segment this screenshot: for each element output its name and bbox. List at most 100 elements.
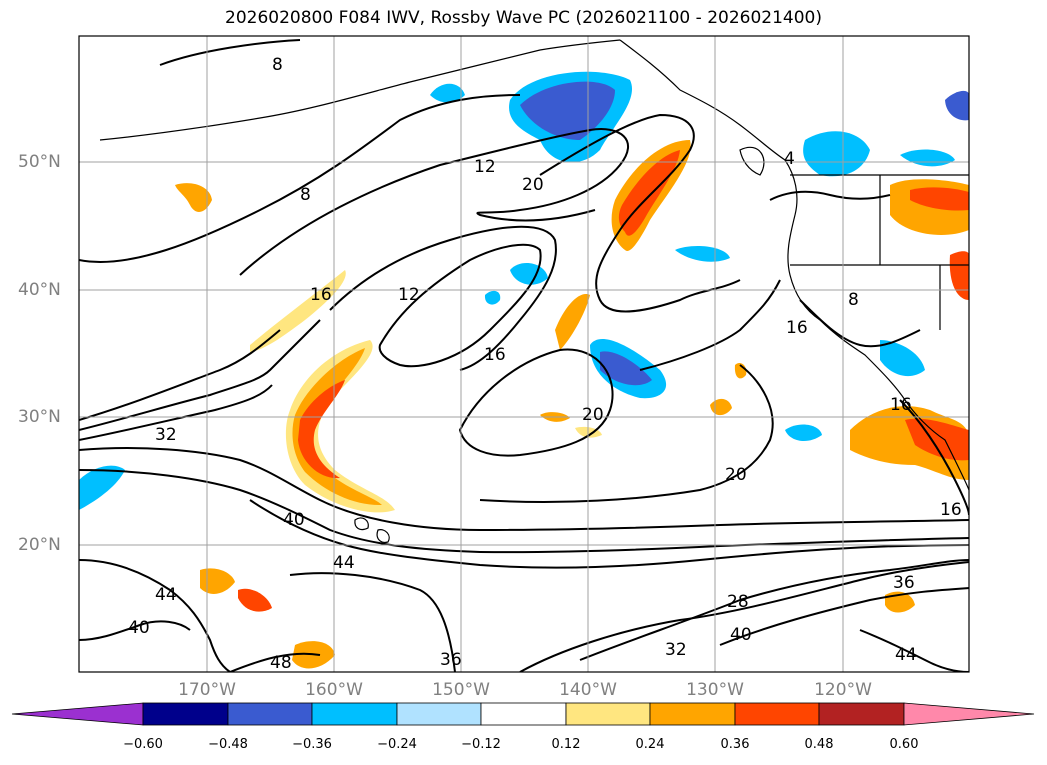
contour-label: 16 xyxy=(786,318,808,338)
neg-anomaly-small2 xyxy=(510,263,548,285)
colorbar-tick: 0.48 xyxy=(804,737,834,752)
colorbar-tick: 0.12 xyxy=(551,737,581,752)
colorbar-tick: 0.60 xyxy=(889,737,919,752)
colorbar-swatch xyxy=(396,702,482,726)
colorbar-swatch xyxy=(565,702,651,726)
neg-anomaly-sw xyxy=(79,465,125,510)
contour-20-loop xyxy=(539,113,741,313)
contour-44 xyxy=(249,499,969,569)
contour-label: 8 xyxy=(300,185,311,205)
colorbar-swatch xyxy=(311,702,398,726)
lon-label-150w: 150°W xyxy=(432,680,490,700)
contour-40-se xyxy=(719,587,969,646)
contour-label: 44 xyxy=(333,553,355,573)
neg-anomaly-small3 xyxy=(675,246,730,262)
lon-label-170w: 170°W xyxy=(178,680,236,700)
contour-20-mid xyxy=(458,348,614,457)
colorbar-swatch xyxy=(142,702,229,726)
contour-band-3 xyxy=(79,329,281,421)
pos-anomaly-band-w xyxy=(250,270,346,352)
contour-band-2 xyxy=(79,384,273,441)
contour-12 xyxy=(239,128,630,276)
colorbar-tick: 0.24 xyxy=(635,737,665,752)
contour-40 xyxy=(79,469,969,554)
contour-48 xyxy=(229,652,321,672)
contour-label: 12 xyxy=(474,157,496,177)
colorbar-swatch xyxy=(649,702,736,726)
contour-label: 4 xyxy=(784,149,795,169)
contour-label: 16 xyxy=(310,285,332,305)
contour-label: 44 xyxy=(895,645,917,665)
contour-16-east xyxy=(639,279,781,371)
neg-anomaly-small4 xyxy=(880,340,925,377)
lat-label-50n: 50°N xyxy=(18,152,61,172)
plot-frame xyxy=(78,35,970,673)
lat-label-20n: 20°N xyxy=(18,535,61,555)
contour-32-south xyxy=(519,561,969,672)
contour-coastal-3 xyxy=(899,399,969,516)
colorbar-swatch xyxy=(227,702,313,726)
lat-label-30n: 30°N xyxy=(18,407,61,427)
contour-36-south xyxy=(289,572,456,672)
coastline-layer xyxy=(99,39,969,543)
neg-anomaly-mid-core xyxy=(600,351,652,386)
neg-anomaly-e xyxy=(945,90,969,121)
contour-band-1 xyxy=(79,319,321,431)
contour-8-west xyxy=(79,94,521,263)
neg-anomaly-ne xyxy=(900,149,955,167)
contour-32 xyxy=(79,447,969,532)
contour-label: 16 xyxy=(484,345,506,365)
hawaii-1 xyxy=(354,517,369,531)
contour-coastal-2 xyxy=(799,299,921,348)
map-title: 2026020800 F084 IWV, Rossby Wave PC (202… xyxy=(225,8,822,28)
contour-label: 32 xyxy=(665,640,687,660)
anomaly-fill-layer xyxy=(79,71,969,669)
contour-label-layer: 8 8 12 12 16 16 16 20 20 20 4 8 16 16 32… xyxy=(128,55,962,673)
island-bc xyxy=(739,146,765,176)
pos-anomaly-ne-core xyxy=(910,187,969,211)
contour-label: 8 xyxy=(272,55,283,75)
contour-label: 36 xyxy=(440,650,462,670)
contour-label: 16 xyxy=(890,395,912,415)
contour-44-south xyxy=(79,559,231,672)
colorbar-swatch xyxy=(734,702,820,726)
contour-label: 20 xyxy=(522,175,544,195)
graticule-layer xyxy=(79,36,969,672)
pos-anomaly-band-core xyxy=(618,150,680,236)
aleutian-coast xyxy=(99,39,621,141)
contour-label: 20 xyxy=(725,465,747,485)
hawaii-2 xyxy=(376,529,390,543)
neg-anomaly-small6 xyxy=(484,290,501,305)
lon-label-130w: 130°W xyxy=(686,680,744,700)
contour-label: 28 xyxy=(727,592,749,612)
contour-28-south xyxy=(579,559,969,661)
pos-anomaly-sw1 xyxy=(200,568,235,594)
colorbar-over-arrow xyxy=(903,702,1035,726)
pos-anomaly-cal-core xyxy=(905,418,969,461)
contour-label: 12 xyxy=(398,285,420,305)
contour-label: 40 xyxy=(283,510,305,530)
colorbar-tick: −0.24 xyxy=(377,737,417,752)
colorbar xyxy=(11,702,1035,726)
contour-label: 20 xyxy=(582,405,604,425)
neg-anomaly-bc xyxy=(803,131,870,177)
na-west-coast xyxy=(787,214,969,491)
colorbar-tick: −0.60 xyxy=(123,737,163,752)
colorbar-swatch xyxy=(480,702,567,726)
neg-anomaly-small1 xyxy=(430,83,465,103)
pos-anomaly-sw2 xyxy=(238,588,272,612)
contour-coastal-1 xyxy=(769,190,891,201)
contour-12-inner xyxy=(378,243,542,368)
colorbar-tick: −0.36 xyxy=(292,737,332,752)
contour-20-east xyxy=(479,364,774,503)
contour-label: 8 xyxy=(848,290,859,310)
contour-8-north xyxy=(159,39,301,66)
contour-label: 44 xyxy=(155,585,177,605)
pos-anomaly-w xyxy=(175,183,212,212)
colorbar-tick: 0.36 xyxy=(720,737,750,752)
neg-anomaly-gulf-core xyxy=(520,81,615,140)
pos-anomaly-e xyxy=(949,251,969,300)
colorbar-tick: −0.48 xyxy=(208,737,248,752)
alaska-coast xyxy=(619,39,798,216)
